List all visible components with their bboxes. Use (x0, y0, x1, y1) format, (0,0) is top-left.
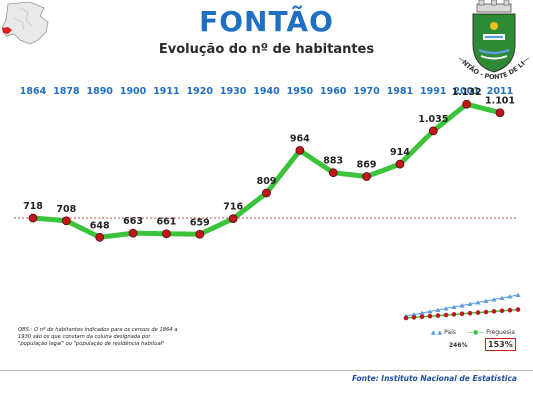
data-label: 659 (190, 217, 210, 228)
inset-pais-marker (475, 300, 481, 305)
inset-freguesia-marker (427, 313, 433, 319)
inset-freguesia-marker (443, 312, 449, 318)
year-label: 1900 (119, 86, 147, 97)
inset-pais-marker (491, 297, 497, 302)
data-point-marker (262, 188, 271, 198)
year-label: 1981 (386, 86, 414, 97)
inset-freguesia-marker (435, 313, 441, 318)
year-label: 1970 (353, 86, 380, 97)
year-label: 1911 (153, 86, 180, 97)
inset-freguesia-marker (411, 315, 417, 320)
year-label: 1920 (186, 86, 214, 97)
inset-pais-marker (459, 303, 465, 308)
data-label: 661 (157, 217, 177, 228)
inset-pais-marker (515, 292, 521, 297)
data-point-marker (428, 126, 438, 136)
data-label: 883 (323, 156, 343, 167)
inset-comparison-chart (403, 292, 521, 321)
data-label: 708 (56, 204, 76, 215)
year-label: 2001 (453, 86, 480, 97)
data-label: 1.035 (418, 114, 448, 125)
data-label: 718 (23, 201, 43, 212)
year-label: 1960 (319, 86, 347, 97)
data-label: 914 (390, 147, 410, 158)
inset-pais-marker (451, 304, 457, 309)
inset-freguesia-marker (499, 308, 505, 314)
inset-freguesia-marker (475, 310, 481, 315)
year-label: 1991 (420, 86, 447, 97)
data-point-marker (128, 228, 138, 238)
inset-pais-marker (499, 295, 505, 300)
data-point-marker (362, 172, 371, 181)
year-label: 2011 (486, 86, 514, 97)
footer-divider (0, 370, 533, 371)
data-point-marker (228, 214, 238, 224)
data-label: 1.101 (485, 96, 515, 107)
year-label: 1864 (19, 86, 47, 97)
year-label: 1940 (253, 86, 280, 97)
inset-freguesia-marker (451, 312, 457, 317)
inset-freguesia-marker (491, 309, 497, 314)
coat-of-arms-icon: FONTÃO - PONTE DE LIMA (455, 0, 530, 81)
year-label: 1950 (286, 86, 314, 97)
year-label: 1930 (219, 86, 247, 97)
pct-pais: 246% (449, 342, 468, 349)
data-label: 716 (223, 202, 243, 213)
data-label: 648 (90, 220, 110, 231)
data-point-marker (195, 229, 205, 239)
data-point-marker (162, 229, 171, 239)
data-label: 809 (257, 176, 277, 187)
data-label: 964 (290, 133, 310, 144)
chart-subtitle: Evolução do nº de habitantes (158, 42, 375, 57)
page-title: FONTÃO (199, 5, 334, 38)
data-label: 869 (357, 160, 377, 171)
inset-pais-marker (411, 312, 417, 317)
year-labels: 1864 1878 1890 1900 1911 1920 1930 1940 1950 1960… (0, 86, 533, 106)
data-point-marker (95, 232, 105, 242)
legend-pais: ▲ ▲ País (431, 329, 456, 336)
inset-freguesia-marker (507, 307, 513, 313)
fontao-location-marker (2, 27, 12, 34)
inset-pais-marker (443, 306, 449, 311)
data-label: 1.132 (452, 87, 482, 98)
year-label: 1878 (53, 86, 80, 97)
obs-note: OBS.: O nº de habitantes indicados para … (18, 327, 178, 348)
data-point-marker (28, 213, 38, 223)
inset-pais-marker (427, 309, 433, 314)
pct-freguesia: 153% (485, 338, 516, 351)
inset-pais-marker (435, 307, 441, 312)
inset-freguesia-marker (403, 315, 409, 321)
inset-freguesia-marker (419, 314, 425, 320)
inset-pais-marker (483, 298, 489, 303)
data-label: 663 (123, 216, 143, 227)
data-point-marker (495, 108, 505, 118)
legend-freguesia: —●— Freguesia (467, 329, 515, 336)
inset-pais-marker (507, 294, 513, 299)
data-point-marker (462, 99, 472, 109)
data-point-marker (395, 159, 405, 169)
year-label: 1890 (86, 86, 113, 97)
source-footer: Fonte: Instituto Nacional de Estatística (351, 374, 517, 383)
data-point-marker (328, 168, 338, 178)
inset-pais-marker (419, 310, 425, 315)
inset-pais-marker (467, 301, 473, 306)
inset-freguesia-marker (467, 310, 473, 316)
data-point-marker (295, 145, 305, 155)
portugal-map-icon (1, 1, 49, 45)
inset-freguesia-marker (459, 311, 465, 317)
data-point-marker (61, 216, 71, 226)
inset-freguesia-marker (515, 307, 521, 312)
inset-freguesia-marker (483, 309, 489, 315)
